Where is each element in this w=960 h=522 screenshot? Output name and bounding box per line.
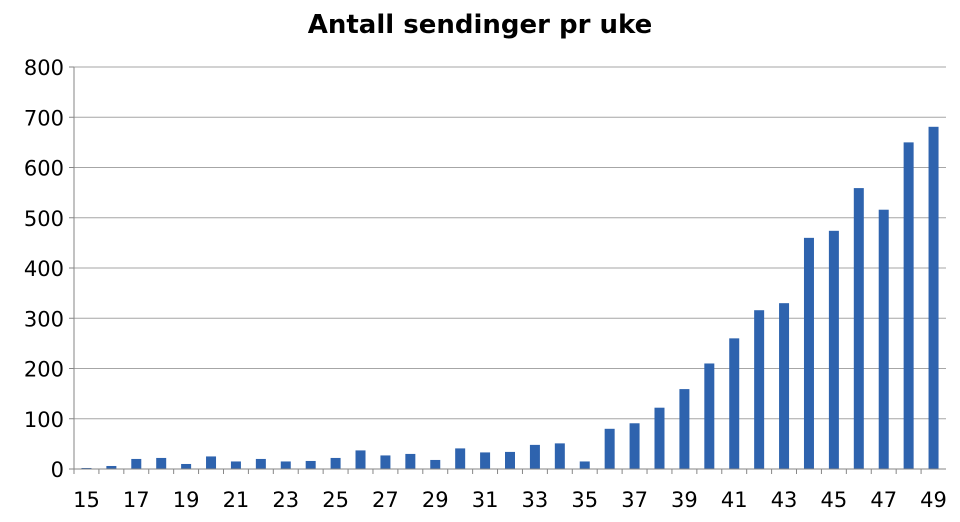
bar: [405, 453, 416, 469]
bar: [206, 456, 217, 469]
bar: [903, 142, 914, 469]
bar: [305, 460, 316, 469]
x-tick-label: 33: [522, 488, 549, 512]
y-tick-label: 100: [24, 408, 64, 432]
x-tick-label: 37: [621, 488, 648, 512]
bar: [704, 363, 715, 469]
bar: [529, 444, 540, 469]
bar: [380, 455, 391, 469]
y-tick-label: 600: [24, 157, 64, 181]
bar: [779, 303, 790, 469]
y-tick-label: 200: [24, 358, 64, 382]
gridlines: [74, 66, 946, 420]
y-tick-label: 400: [24, 257, 64, 281]
axes: [69, 66, 946, 474]
x-tick-label: 19: [173, 488, 200, 512]
bar: [878, 209, 889, 469]
bar: [156, 457, 167, 469]
bar: [629, 423, 640, 469]
y-tick-label: 500: [24, 207, 64, 231]
x-tick-label: 27: [372, 488, 399, 512]
bar: [828, 230, 839, 469]
bar: [853, 188, 864, 470]
y-tick-label: 700: [24, 106, 64, 130]
bar: [181, 463, 192, 469]
bar: [131, 458, 142, 469]
bars: [81, 126, 939, 470]
bar: [230, 461, 241, 469]
bar: [480, 452, 491, 469]
x-tick-label: 17: [123, 488, 150, 512]
x-tick-label: 39: [671, 488, 698, 512]
x-tick-label: 49: [920, 488, 947, 512]
bar: [255, 458, 266, 469]
x-tick-label: 47: [870, 488, 897, 512]
bar: [280, 461, 291, 469]
x-tick-label: 15: [73, 488, 100, 512]
bar: [729, 338, 740, 469]
bar: [81, 467, 92, 469]
bar: [579, 461, 590, 469]
x-tick-label: 31: [472, 488, 499, 512]
bar: [679, 389, 690, 469]
x-tick-label: 43: [771, 488, 798, 512]
y-tick-label: 0: [51, 458, 64, 482]
bar: [330, 457, 341, 469]
bar: [654, 407, 665, 469]
bar: [455, 448, 466, 469]
bar: [106, 465, 117, 469]
y-tick-label: 800: [24, 56, 64, 80]
bar: [355, 450, 366, 469]
bar: [604, 428, 615, 469]
bar: [928, 126, 939, 470]
bar: [505, 451, 515, 469]
y-tick-label: 300: [24, 307, 64, 331]
bar: [554, 443, 565, 469]
tick-labels: 0 100 200 300 400 500 600 700 800 15 17 19 21 23 25 27 2…: [24, 56, 947, 512]
x-tick-label: 25: [322, 488, 349, 512]
x-tick-label: 45: [821, 488, 848, 512]
bar: [754, 310, 765, 469]
x-tick-label: 41: [721, 488, 748, 512]
chart-title: Antall sendinger pr uke: [307, 10, 653, 40]
x-tick-label: 35: [571, 488, 598, 512]
bar: [803, 237, 814, 469]
bar: [430, 459, 441, 469]
x-tick-label: 29: [422, 488, 449, 512]
x-tick-label: 23: [272, 488, 299, 512]
x-tick-label: 21: [223, 488, 250, 512]
